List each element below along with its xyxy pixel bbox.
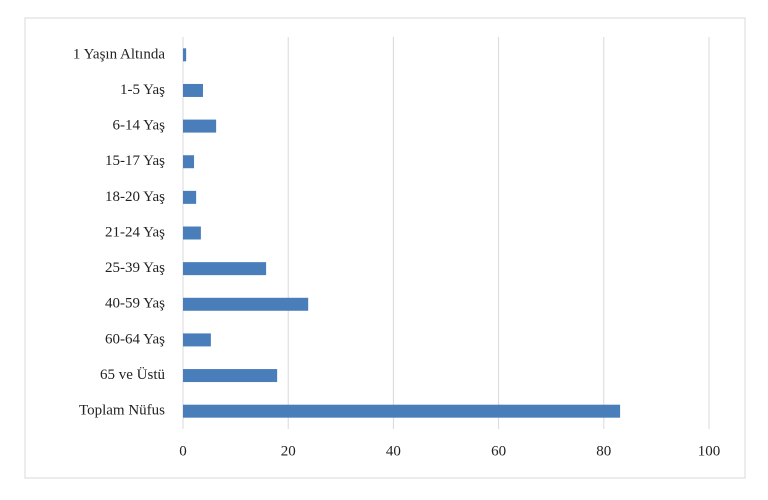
bar	[183, 226, 201, 240]
y-tick-label: 1-5 Yaş	[120, 82, 165, 98]
y-tick-label: 25-39 Yaş	[105, 260, 165, 276]
y-tick-label: 40-59 Yaş	[105, 296, 165, 312]
x-tick-label: 100	[698, 443, 721, 459]
bar	[183, 262, 267, 276]
bar	[183, 48, 187, 62]
bar	[183, 190, 197, 204]
y-tick-label: 60-64 Yaş	[105, 331, 165, 347]
y-tick-label: Toplam Nüfus	[79, 403, 165, 419]
x-tick-label: 60	[491, 443, 506, 459]
y-tick-label: 18-20 Yaş	[105, 189, 165, 205]
x-tick-label: 0	[179, 443, 187, 459]
chart-frame	[24, 17, 746, 479]
bar	[183, 404, 621, 418]
y-tick-label: 65 ve Üstü	[100, 366, 165, 383]
y-tick-label: 15-17 Yaş	[105, 153, 165, 169]
bar	[183, 297, 309, 311]
y-tick-label: 21-24 Yaş	[105, 224, 165, 240]
bar	[183, 369, 278, 383]
x-tick-label: 40	[386, 443, 401, 459]
bar	[183, 119, 217, 133]
x-tick-label: 20	[281, 443, 296, 459]
bar	[183, 333, 211, 347]
y-tick-label: 6-14 Yaş	[112, 118, 165, 134]
bar	[183, 155, 195, 169]
y-tick-label: 1 Yaşın Altında	[73, 46, 165, 62]
x-tick-label: 80	[596, 443, 611, 459]
bar	[183, 83, 203, 97]
